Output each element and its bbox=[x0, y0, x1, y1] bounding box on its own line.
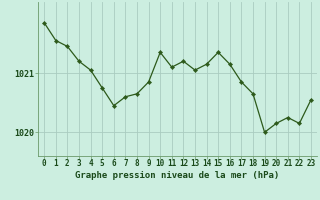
X-axis label: Graphe pression niveau de la mer (hPa): Graphe pression niveau de la mer (hPa) bbox=[76, 171, 280, 180]
